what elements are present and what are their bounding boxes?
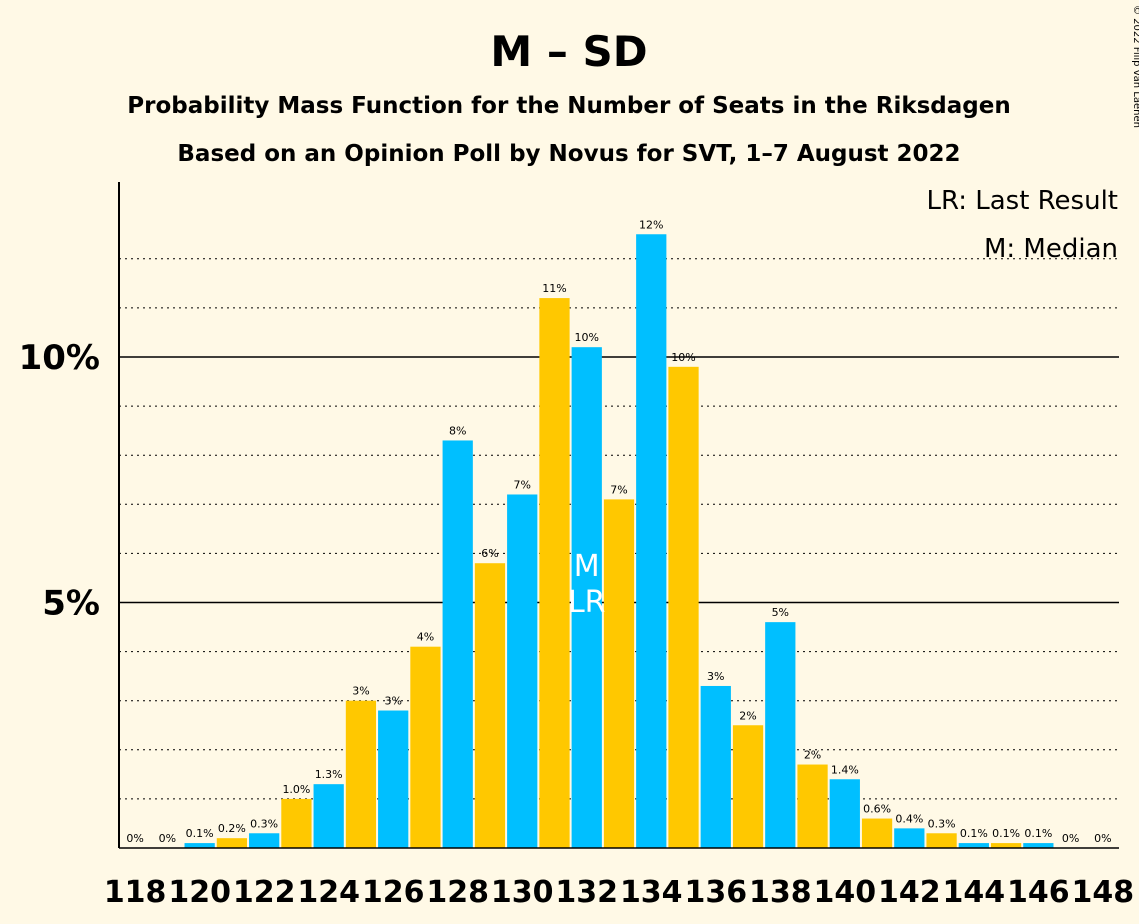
bar-135 [668, 366, 699, 848]
bar-label-139: 2% [804, 749, 821, 762]
bar-137 [732, 725, 764, 848]
bar-138 [765, 622, 796, 848]
bar-120 [184, 843, 215, 848]
chart-subtitle-2: Based on an Opinion Poll by Novus for SV… [177, 141, 960, 167]
bar-label-128: 8% [449, 424, 466, 437]
bar-label-140: 1.4% [831, 763, 859, 776]
bar-label-135: 10% [671, 351, 695, 364]
bar-121 [216, 838, 248, 848]
bar-label-146: 0.1% [1024, 827, 1052, 840]
bar-131 [539, 298, 570, 849]
y-tick-label: 5% [42, 584, 100, 624]
bar-label-123: 1.0% [282, 783, 310, 796]
bar-126 [378, 710, 409, 848]
x-tick-label: 142 [878, 875, 941, 910]
bar-146 [1023, 843, 1054, 848]
median-marker: M [574, 549, 600, 584]
bar-label-127: 4% [417, 631, 434, 644]
y-tick-label: 10% [19, 338, 100, 378]
copyright-text: © 2022 Filip van Laenen [1131, 5, 1139, 128]
bar-label-137: 2% [739, 709, 756, 722]
last-result-marker: LR [568, 585, 606, 620]
bar-label-143: 0.3% [928, 817, 956, 830]
chart-subtitle: Probability Mass Function for the Number… [127, 93, 1010, 119]
bar-label-133: 7% [610, 483, 627, 496]
x-tick-label: 124 [297, 875, 360, 910]
x-tick-label: 132 [555, 875, 618, 910]
x-tick-label: 148 [1072, 875, 1135, 910]
bar-144 [958, 843, 989, 848]
x-axis-ticks: 118 120 122 124 126 128 130 132 134 136 138 140 142 1… [104, 875, 1134, 910]
bar-122 [249, 833, 280, 848]
bar-label-119: 0% [159, 832, 176, 845]
bar-129 [474, 563, 506, 848]
bar-label-131: 11% [542, 282, 566, 295]
bar-label-132: 10% [575, 331, 599, 344]
bar-label-138: 5% [772, 606, 789, 619]
x-tick-label: 138 [749, 875, 812, 910]
bar-134 [636, 234, 667, 848]
bar-label-145: 0.1% [992, 827, 1020, 840]
y-axis-ticks: 5% 10% [19, 338, 100, 624]
bar-label-134: 12% [639, 218, 663, 231]
bar-label-129: 6% [481, 547, 498, 560]
bars [184, 234, 1054, 849]
x-tick-label: 126 [362, 875, 425, 910]
x-tick-label: 136 [684, 875, 747, 910]
bar-128 [442, 440, 473, 848]
x-tick-label: 118 [104, 875, 167, 910]
bar-labels: 0% 0% 0.1% 0.2% 0.3% 1.0% 1.3% 3% 3% 4% 8% 6% 7% 11% 1… [126, 218, 1111, 845]
bar-label-126: 3% [384, 695, 401, 708]
bar-133 [603, 499, 635, 848]
legend-median: M: Median [984, 234, 1118, 264]
bar-label-148: 0% [1094, 832, 1111, 845]
x-tick-label: 144 [943, 875, 1006, 910]
bar-142 [894, 828, 925, 848]
bar-label-142: 0.4% [895, 812, 923, 825]
bar-label-130: 7% [513, 478, 530, 491]
bar-label-136: 3% [707, 670, 724, 683]
bar-140 [829, 779, 860, 848]
legend-last-result: LR: Last Result [926, 186, 1118, 216]
x-tick-label: 128 [426, 875, 489, 910]
bar-label-147: 0% [1062, 832, 1079, 845]
bar-125 [345, 700, 377, 848]
bar-132 [571, 347, 602, 848]
bar-130 [507, 494, 538, 848]
bar-141 [861, 818, 893, 848]
bar-label-124: 1.3% [315, 768, 343, 781]
bar-label-141: 0.6% [863, 803, 891, 816]
bar-127 [410, 646, 441, 848]
bar-label-120: 0.1% [186, 827, 214, 840]
bar-label-121: 0.2% [218, 822, 246, 835]
bar-label-122: 0.3% [250, 817, 278, 830]
x-tick-label: 130 [491, 875, 554, 910]
bar-136 [700, 685, 731, 848]
bar-label-118: 0% [126, 832, 143, 845]
bar-124 [313, 784, 344, 848]
bar-label-125: 3% [352, 685, 369, 698]
x-tick-label: 122 [233, 875, 296, 910]
bar-label-144: 0.1% [960, 827, 988, 840]
chart-title: M – SD [490, 27, 647, 76]
bar-123 [281, 798, 312, 848]
x-tick-label: 146 [1007, 875, 1070, 910]
bar-143 [926, 833, 957, 848]
x-tick-label: 134 [620, 875, 683, 910]
bar-145 [990, 843, 1022, 848]
x-tick-label: 140 [813, 875, 876, 910]
x-tick-label: 120 [168, 875, 231, 910]
bar-139 [797, 764, 828, 848]
